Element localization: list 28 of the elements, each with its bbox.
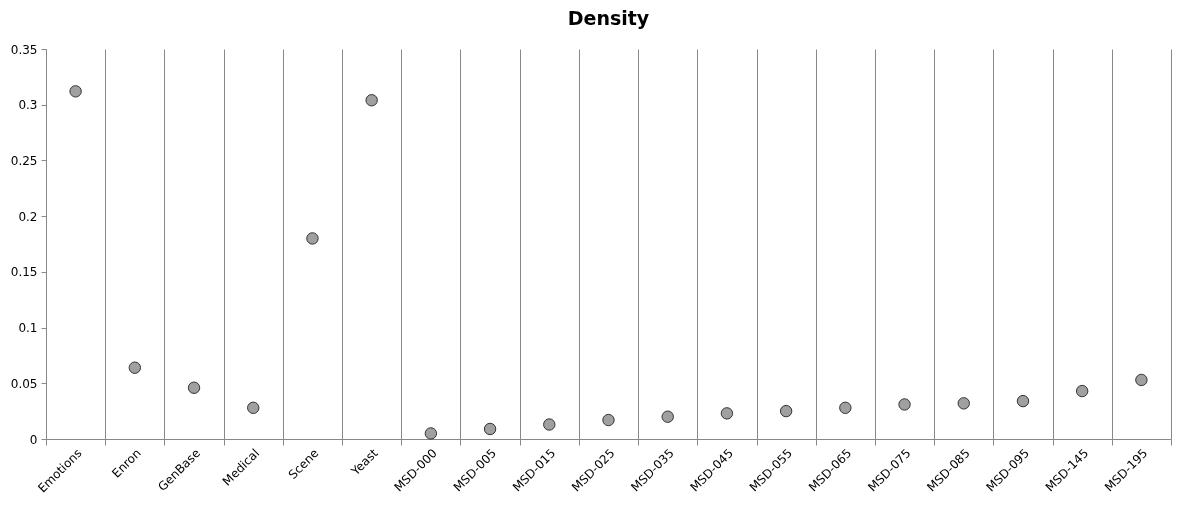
point bbox=[1016, 394, 1030, 408]
y-tick-label: 0.35 bbox=[10, 42, 38, 57]
point bbox=[720, 407, 734, 420]
point bbox=[1135, 373, 1148, 387]
y-tick-label: 0 bbox=[29, 432, 38, 447]
point bbox=[365, 94, 378, 107]
point bbox=[543, 418, 556, 431]
y-tick-label: 0.15 bbox=[10, 265, 38, 280]
y-tick-label: 0.05 bbox=[10, 376, 38, 391]
y-tick-label: 0.3 bbox=[18, 98, 38, 113]
chart-title: Density bbox=[567, 7, 650, 29]
point bbox=[247, 401, 260, 414]
point bbox=[187, 381, 201, 394]
y-tick-label: 0.25 bbox=[10, 153, 38, 168]
point bbox=[779, 404, 793, 418]
point bbox=[839, 401, 852, 414]
point bbox=[661, 410, 674, 423]
y-tick-label: 0.2 bbox=[18, 209, 38, 224]
point bbox=[306, 232, 319, 245]
point bbox=[128, 361, 142, 374]
point bbox=[1075, 384, 1089, 398]
point bbox=[483, 422, 497, 436]
point bbox=[898, 398, 911, 411]
point bbox=[602, 413, 615, 427]
point bbox=[424, 427, 438, 440]
point bbox=[957, 397, 970, 410]
point bbox=[69, 85, 82, 98]
y-tick-label: 0.1 bbox=[18, 321, 38, 336]
